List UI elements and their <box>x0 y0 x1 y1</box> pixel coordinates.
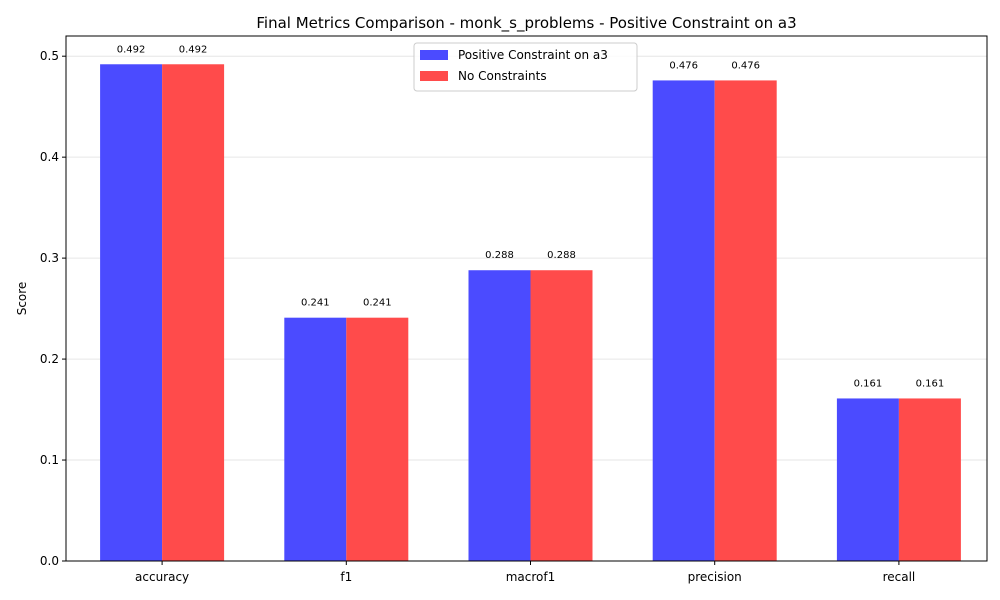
x-tick-label: accuracy <box>135 570 189 584</box>
legend[interactable]: Positive Constraint on a3 No Constraints <box>413 42 638 92</box>
data-label: 0.492 <box>179 44 208 55</box>
x-tick-label: macrof1 <box>506 570 556 584</box>
y-axis-label: Score <box>15 282 29 316</box>
bar-recall-1 <box>898 398 961 561</box>
data-labels: 0.492 0.492 0.241 0.241 0.288 0.288 0.476 0.476… <box>117 44 944 389</box>
y-tick-label: 0.5 <box>40 49 59 63</box>
data-label: 0.161 <box>916 378 945 389</box>
bar-precision-0 <box>652 80 715 561</box>
y-tick-label: 0.4 <box>40 150 59 164</box>
data-label: 0.288 <box>547 250 576 261</box>
y-axis: 0.0 0.1 0.2 0.3 0.4 0.5 <box>40 49 66 568</box>
bar-precision-1 <box>714 80 777 561</box>
bar-accuracy-0 <box>100 64 163 562</box>
legend-label: Positive Constraint on a3 <box>458 48 608 62</box>
data-label: 0.476 <box>731 60 760 71</box>
legend-swatch <box>420 71 448 81</box>
legend-label: No Constraints <box>458 69 547 83</box>
bar-macrof1-0 <box>468 270 531 561</box>
bars <box>100 64 961 562</box>
x-tick-label: recall <box>883 570 916 584</box>
y-tick-label: 0.3 <box>40 251 59 265</box>
x-axis: accuracy f1 macrof1 precision recall <box>135 561 915 584</box>
chart-title: Final Metrics Comparison - monk_s_proble… <box>256 14 796 33</box>
data-label: 0.492 <box>117 44 146 55</box>
data-label: 0.241 <box>301 298 330 309</box>
bar-f1-1 <box>346 317 409 561</box>
legend-swatch <box>420 50 448 60</box>
bar-macrof1-1 <box>530 270 593 561</box>
data-label: 0.241 <box>363 298 392 309</box>
bar-accuracy-1 <box>162 64 225 562</box>
data-label: 0.476 <box>669 60 698 71</box>
bar-f1-0 <box>284 317 347 561</box>
y-tick-label: 0.1 <box>40 453 59 467</box>
x-tick-label: precision <box>688 570 742 584</box>
bar-recall-0 <box>836 398 899 561</box>
y-tick-label: 0.0 <box>40 554 59 568</box>
data-label: 0.288 <box>485 250 514 261</box>
x-tick-label: f1 <box>340 570 352 584</box>
legend-box <box>413 42 638 92</box>
data-label: 0.161 <box>854 378 883 389</box>
y-tick-label: 0.2 <box>40 352 59 366</box>
plot-frame <box>65 35 988 562</box>
